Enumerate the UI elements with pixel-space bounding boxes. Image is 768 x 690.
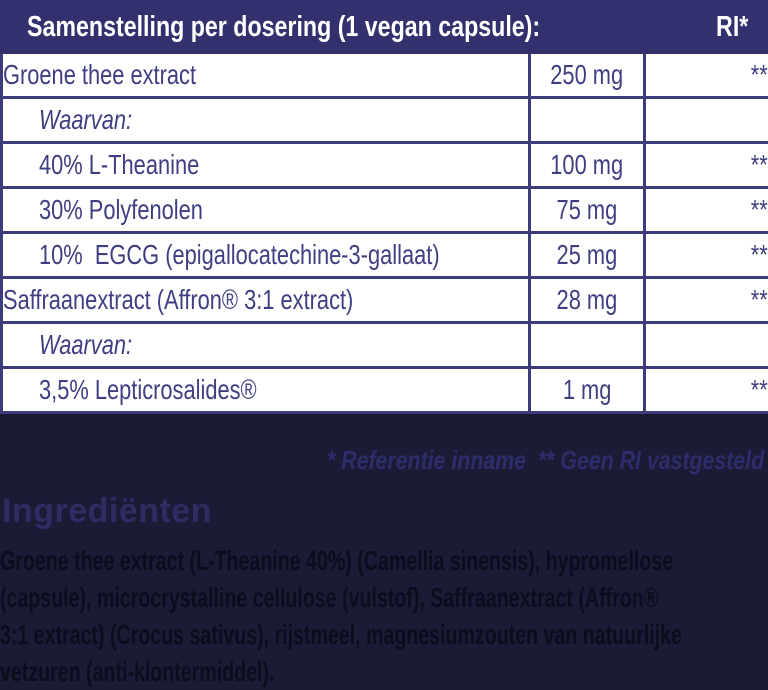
ingredient-name: Waarvan: bbox=[39, 104, 132, 136]
ingredient-name: Saffraanextract (Affron® 3:1 extract) bbox=[3, 284, 353, 316]
ingredient-ri: ** bbox=[751, 59, 768, 91]
table-title: Samenstelling per dosering (1 vegan caps… bbox=[27, 11, 540, 44]
ri-column-header: RI* bbox=[716, 11, 748, 44]
ingredients-line: Groene thee extract (L-Theanine 40%) (Ca… bbox=[0, 542, 768, 579]
ingredients-line-text: (capsule), microcrystalline cellulose (v… bbox=[0, 579, 658, 616]
ingredient-amount: 75 mg bbox=[557, 194, 618, 226]
ingredient-name: Waarvan: bbox=[39, 329, 132, 361]
ingredients-text: Groene thee extract (L-Theanine 40%) (Ca… bbox=[0, 542, 768, 690]
ingredients-line: vetzuren (anti-klontermiddel). bbox=[0, 653, 768, 690]
table-row: Waarvan: bbox=[2, 98, 768, 143]
ingredients-line-text: 3:1 extract) (Crocus sativus), rijstmeel… bbox=[0, 616, 682, 653]
ingredient-amount: 28 mg bbox=[557, 284, 618, 316]
table-row: 10% EGCG (epigallocatechine-3-gallaat) 2… bbox=[2, 233, 768, 278]
table-row: Groene thee extract 250 mg ** bbox=[2, 54, 768, 98]
ingredient-name: 40% L-Theanine bbox=[39, 149, 199, 181]
ri-footnote: * Referentie inname ** Geen RI vastgeste… bbox=[0, 444, 768, 476]
ingredients-line: (capsule), microcrystalline cellulose (v… bbox=[0, 579, 768, 616]
composition-table: Groene thee extract 250 mg ** Waarvan: 4… bbox=[0, 54, 768, 414]
ingredients-line-text: vetzuren (anti-klontermiddel). bbox=[0, 653, 274, 690]
ingredient-amount: 25 mg bbox=[557, 239, 618, 271]
ingredients-heading: Ingrediënten bbox=[2, 492, 768, 530]
ingredient-amount: 1 mg bbox=[563, 374, 612, 406]
ingredient-name: Groene thee extract bbox=[3, 59, 196, 91]
table-row: 3,5% Lepticrosalides® 1 mg ** bbox=[2, 368, 768, 413]
ingredient-amount: 100 mg bbox=[551, 149, 624, 181]
ingredient-ri: ** bbox=[751, 284, 768, 316]
ingredient-ri: ** bbox=[751, 149, 768, 181]
ingredient-ri: ** bbox=[751, 374, 768, 406]
table-row: Waarvan: bbox=[2, 323, 768, 368]
ingredient-ri: ** bbox=[751, 194, 768, 226]
ingredients-line-text: Groene thee extract (L-Theanine 40%) (Ca… bbox=[0, 542, 673, 579]
ingredient-amount: 250 mg bbox=[551, 59, 624, 91]
table-row: Saffraanextract (Affron® 3:1 extract) 28… bbox=[2, 278, 768, 323]
ingredients-line: 3:1 extract) (Crocus sativus), rijstmeel… bbox=[0, 616, 768, 653]
composition-table-header: Samenstelling per dosering (1 vegan caps… bbox=[0, 0, 768, 54]
ingredient-ri: ** bbox=[751, 239, 768, 271]
ingredient-name: 30% Polyfenolen bbox=[39, 194, 203, 226]
table-row: 40% L-Theanine 100 mg ** bbox=[2, 143, 768, 188]
ingredient-name: 10% EGCG (epigallocatechine-3-gallaat) bbox=[39, 239, 440, 271]
ingredient-name: 3,5% Lepticrosalides® bbox=[39, 374, 257, 406]
ri-footnote-text: * Referentie inname ** Geen RI vastgeste… bbox=[327, 444, 764, 476]
table-row: 30% Polyfenolen 75 mg ** bbox=[2, 188, 768, 233]
